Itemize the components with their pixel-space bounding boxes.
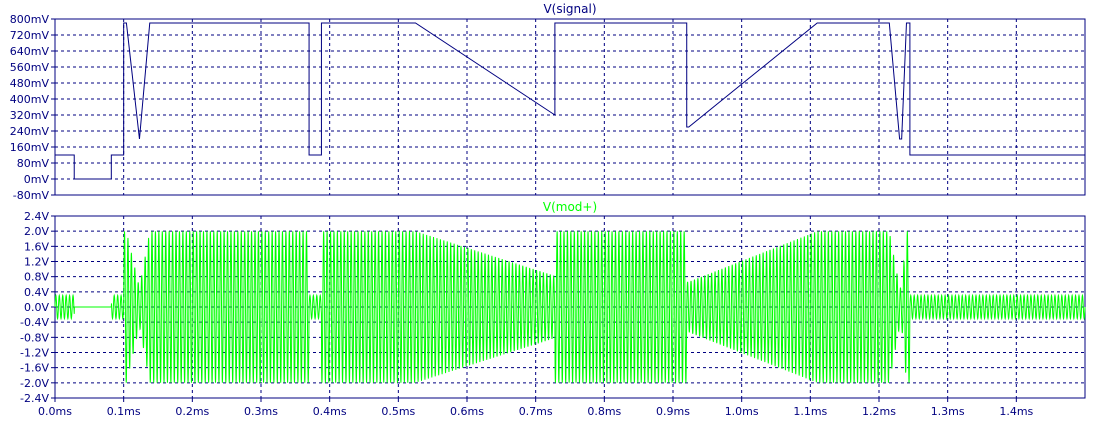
x-tick-label: 1.0ms [725,405,759,418]
signal-y-tick-label: 240mV [10,125,50,138]
signal-y-tick-label: 320mV [10,109,50,122]
x-tick-label: 0.6ms [450,405,484,418]
mod-y-tick-label: -0.4V [20,316,49,329]
signal-plot-frame [54,18,1086,196]
signal-y-tick-label: 800mV [10,13,50,26]
signal-y-tick-label: 560mV [10,61,50,74]
mod-y-tick-label: 1.6V [24,240,49,253]
x-tick-label: 0.7ms [519,405,553,418]
x-tick-label: 1.1ms [793,405,827,418]
signal-grid [55,19,1085,195]
x-tick-label: 0.0ms [38,405,72,418]
x-tick-label: 0.9ms [656,405,690,418]
mod-y-tick-label: -1.2V [20,347,49,360]
x-tick-label: 0.4ms [313,405,347,418]
signal-pane[interactable]: 800mV 720mV 640mV 560mV 480mV 400mV 320mV 240mV… [10,2,1086,202]
signal-y-tick-label: 640mV [10,45,50,58]
mod-y-ticks: 2.4V 2.0V 1.6V 1.2V 0.8V 0.4V 0.0V -0.4V -0.8V -1… [20,210,55,405]
mod-y-tick-label: 2.4V [24,210,49,223]
signal-trace [55,22,1085,180]
mod-y-tick-label: 0.4V [24,286,49,299]
signal-y-tick-label: 80mV [17,157,50,170]
mod-trace-title[interactable]: V(mod+) [543,200,597,214]
mod-y-tick-label: -1.6V [20,362,49,375]
x-tick-label: 1.3ms [931,405,965,418]
mod-pane[interactable]: 2.4V 2.0V 1.6V 1.2V 0.8V 0.4V 0.0V -0.4V -0.8V -1… [20,200,1086,418]
signal-y-tick-label: 0mV [24,173,50,186]
x-tick-label: 1.4ms [999,405,1033,418]
signal-y-tick-label: 160mV [10,141,50,154]
x-tick-label: 0.8ms [587,405,621,418]
mod-y-tick-label: 2.0V [24,225,49,238]
signal-y-tick-label: -80mV [13,189,50,202]
signal-y-ticks: 800mV 720mV 640mV 560mV 480mV 400mV 320mV 240mV… [10,13,55,202]
x-tick-label: 0.5ms [381,405,415,418]
mod-trace [54,231,1086,383]
x-tick-label: 1.2ms [862,405,896,418]
signal-y-tick-label: 720mV [10,29,50,42]
mod-y-tick-label: 0.8V [24,271,49,284]
mod-y-tick-label: -0.8V [20,331,49,344]
mod-y-tick-label: -2.0V [20,377,49,390]
x-tick-label: 0.1ms [107,405,141,418]
signal-y-tick-label: 400mV [10,93,50,106]
signal-y-tick-label: 480mV [10,77,50,90]
x-tick-label: 0.2ms [175,405,209,418]
mod-y-tick-label: -2.4V [20,392,49,405]
mod-y-tick-label: 0.0V [24,301,49,314]
signal-trace-title[interactable]: V(signal) [543,2,596,16]
mod-y-tick-label: 1.2V [24,256,49,269]
time-x-ticks: 0.0ms 0.1ms 0.2ms 0.3ms 0.4ms 0.5ms 0.6ms 0.7ms… [38,398,1034,418]
x-tick-label: 0.3ms [244,405,278,418]
